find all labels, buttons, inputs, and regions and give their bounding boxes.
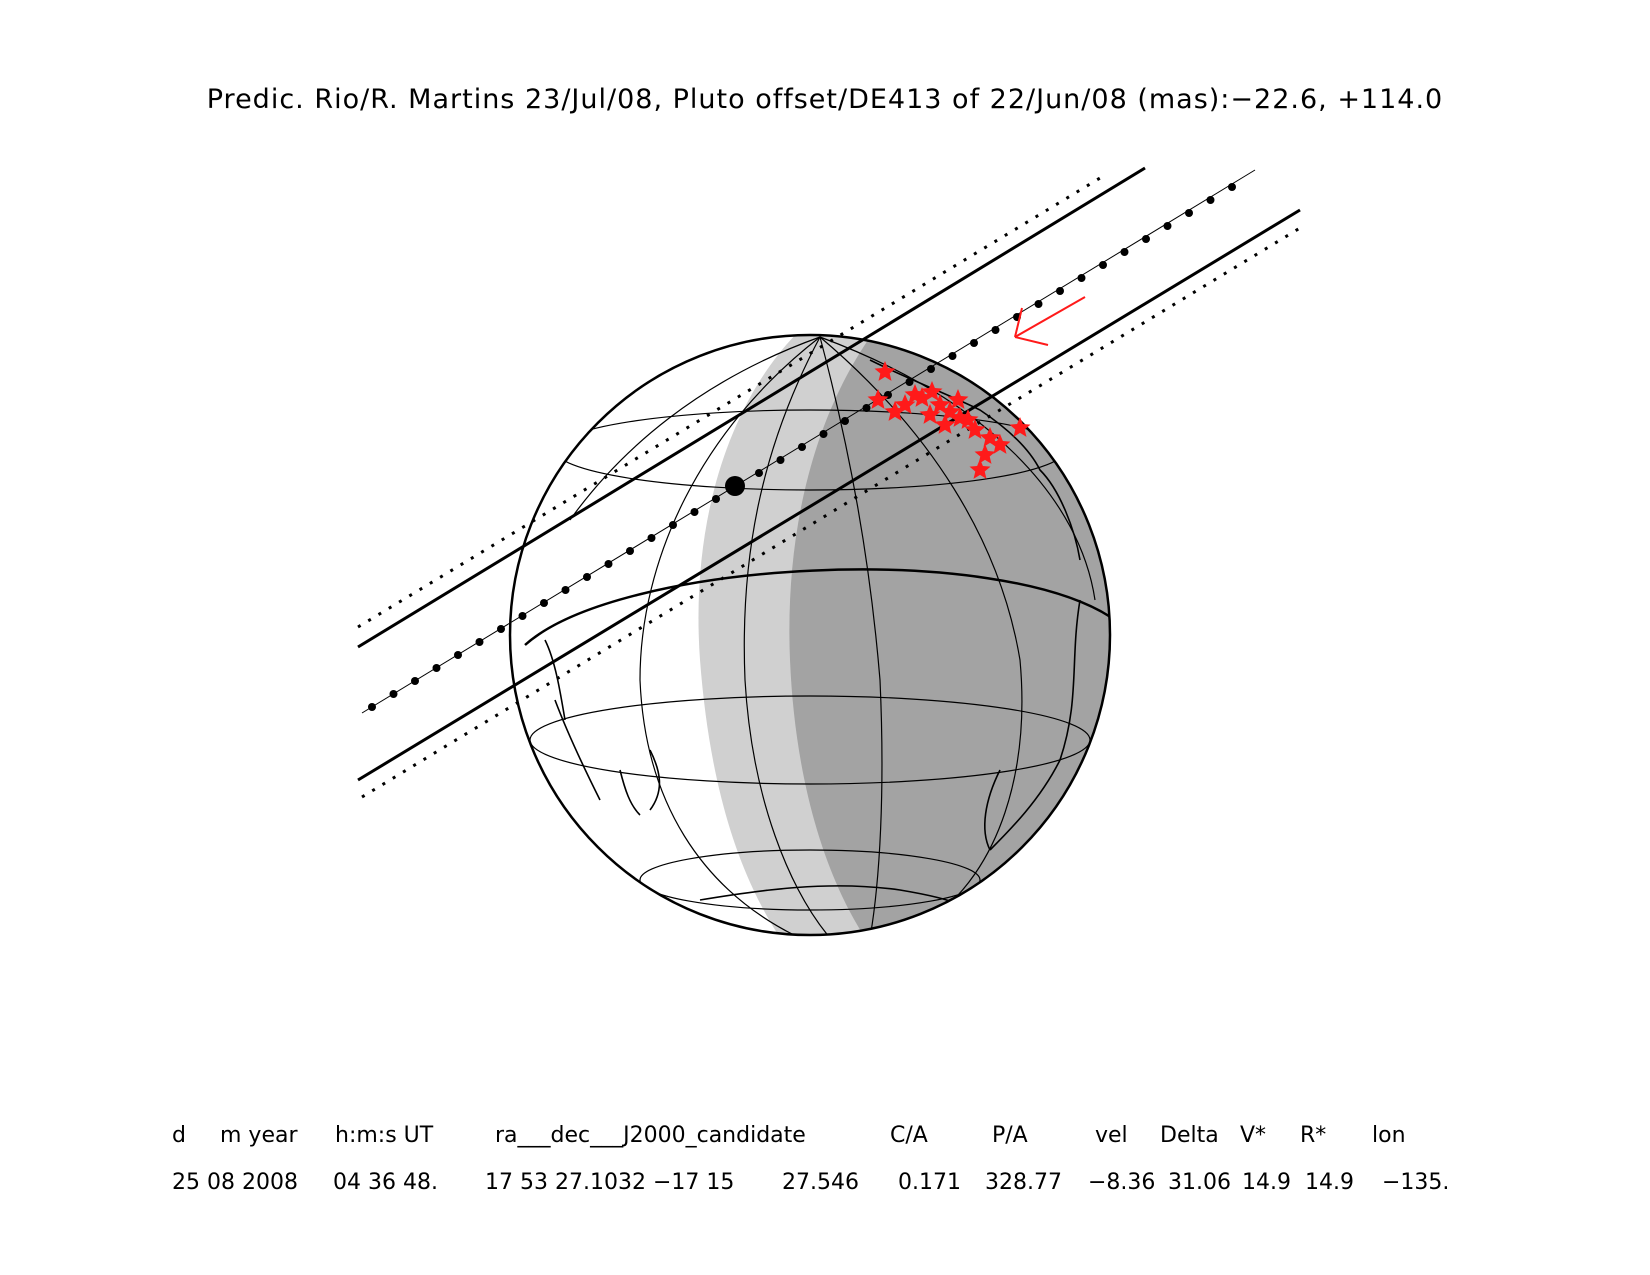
observer-star — [934, 414, 956, 434]
col-m-year: m year — [220, 1123, 298, 1148]
val-pa: 328.77 — [985, 1170, 1062, 1195]
track-dot — [561, 586, 570, 594]
track-dot — [368, 703, 376, 711]
col-vmag: V* — [1240, 1123, 1267, 1148]
track-dot — [862, 404, 871, 412]
dotted-limit-north — [357, 173, 1106, 629]
col-delta: Delta — [1160, 1123, 1219, 1148]
shadow-limit-south — [357, 208, 1301, 782]
dotted-limit-south — [361, 226, 1301, 799]
track-dot — [755, 469, 763, 477]
track-dot — [1120, 248, 1129, 256]
val-delta: 31.06 — [1168, 1170, 1231, 1195]
track-dot — [669, 521, 677, 529]
col-hms: h:m:s UT — [335, 1123, 434, 1148]
track-dot — [712, 495, 720, 503]
track-dot — [1185, 209, 1193, 217]
observer-star — [1009, 417, 1031, 437]
motion-arrow — [1014, 296, 1086, 346]
track-dot — [475, 638, 484, 646]
central-line-dots — [368, 183, 1236, 711]
observer-star — [904, 384, 926, 404]
val-lon: −135. — [1382, 1170, 1450, 1195]
equator — [524, 568, 1110, 646]
track-dot — [991, 326, 1000, 334]
col-pa: P/A — [992, 1123, 1028, 1148]
col-rmag: R* — [1300, 1123, 1327, 1148]
event-table: d m year h:m:s UT ra___dec___J2000_candi… — [0, 1125, 1650, 1245]
track-dot — [1077, 274, 1086, 282]
globe-outline — [508, 333, 1112, 937]
track-dot — [1228, 183, 1236, 191]
track-dot — [518, 612, 527, 620]
night-zone — [789, 335, 1110, 935]
observer-star — [974, 444, 996, 464]
track-dot — [1099, 261, 1107, 269]
val-ca: 0.171 — [898, 1170, 961, 1195]
track-dot — [798, 443, 806, 451]
col-ca: C/A — [890, 1123, 928, 1148]
track-dot — [389, 690, 398, 698]
track-dot — [927, 365, 935, 373]
val-vmag: 14.9 — [1242, 1170, 1291, 1195]
track-lines — [357, 166, 1301, 799]
track-dot — [411, 677, 419, 685]
track-dot — [1206, 196, 1215, 204]
observer-stars — [867, 361, 1031, 479]
track-dot — [647, 534, 656, 542]
observer-star — [874, 361, 896, 381]
track-dot — [948, 352, 957, 360]
observer-star — [947, 389, 969, 409]
val-vel: −8.36 — [1088, 1170, 1156, 1195]
track-dot — [626, 547, 634, 555]
observer-star — [969, 459, 991, 479]
observer-star — [919, 404, 941, 424]
val-date: 25 08 2008 — [172, 1170, 298, 1195]
closest-approach-point — [725, 476, 745, 496]
track-dot — [690, 508, 699, 516]
track-dot — [1142, 235, 1150, 243]
shadow-limit-north — [357, 166, 1146, 649]
observer-star — [921, 381, 943, 401]
central-line — [361, 169, 1256, 714]
val-rmag: 14.9 — [1305, 1170, 1354, 1195]
col-d: d — [172, 1123, 186, 1148]
col-vel: vel — [1095, 1123, 1128, 1148]
track-dot — [583, 573, 591, 581]
track-dot — [841, 417, 849, 425]
col-lon: lon — [1372, 1123, 1406, 1148]
track-dot — [540, 599, 548, 607]
track-dot — [1056, 287, 1064, 295]
track-dot — [970, 339, 978, 347]
observer-star — [964, 419, 986, 439]
observer-star — [911, 387, 933, 407]
track-dot — [497, 625, 505, 633]
graticule — [529, 336, 1096, 935]
observer-star — [989, 434, 1011, 454]
col-radec: ra___dec___J2000_candidate — [495, 1123, 806, 1148]
val-radec: 17 53 27.1032 −17 15 — [485, 1170, 735, 1195]
track-dot — [776, 456, 785, 464]
track-dot — [454, 651, 462, 659]
plot-title: Predic. Rio/R. Martins 23/Jul/08, Pluto … — [206, 84, 1444, 115]
observer-star — [867, 389, 889, 409]
val-time: 04 36 48. — [333, 1170, 438, 1195]
observer-star — [884, 401, 906, 421]
track-dot — [819, 430, 828, 438]
coastlines — [544, 359, 1081, 906]
track-dot — [1034, 300, 1043, 308]
track-dot — [905, 378, 914, 386]
track-dot — [1163, 222, 1172, 230]
track-dot — [604, 560, 613, 568]
track-dot — [432, 664, 441, 672]
val-dec-sec: 27.546 — [782, 1170, 859, 1195]
